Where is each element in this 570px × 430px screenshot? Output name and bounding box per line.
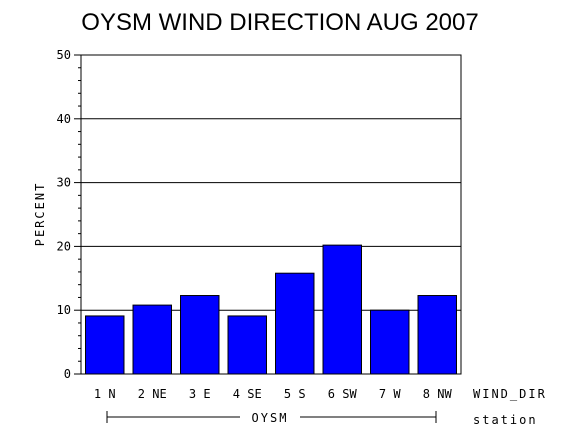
x-tick-label: 7 W <box>379 387 401 401</box>
y-axis-label: PERCENT <box>33 182 47 247</box>
bars <box>85 244 457 375</box>
x-axis-label: WIND_DIR <box>473 387 547 401</box>
x-tick-label: 3 E <box>189 387 211 401</box>
x-axis: 1 N 2 NE 3 E 4 SE 5 S 6 SW 7 W 8 NW <box>94 387 453 401</box>
x-tick-label: 1 N <box>94 387 116 401</box>
bar <box>275 272 315 375</box>
bar <box>322 244 362 375</box>
bar <box>180 295 220 375</box>
group-bracket <box>106 411 437 423</box>
x-tick-label: 5 S <box>284 387 306 401</box>
x-tick-label: 6 SW <box>328 387 358 401</box>
y-tick-label: 50 <box>57 48 71 62</box>
bar <box>132 304 172 375</box>
y-tick-label: 40 <box>57 112 71 126</box>
plot-frame <box>80 54 462 375</box>
y-tick-label: 20 <box>57 239 71 253</box>
chart-title: OYSM WIND DIRECTION AUG 2007 <box>81 9 478 36</box>
group-axis-label: station <box>473 413 538 427</box>
x-tick-label: 2 NE <box>138 387 167 401</box>
gridlines <box>81 54 461 311</box>
bar <box>85 315 125 375</box>
bar <box>370 309 410 375</box>
y-tick-label: 0 <box>64 367 71 381</box>
bar <box>227 315 267 375</box>
x-tick-label: 8 NW <box>423 387 453 401</box>
y-tick-label: 10 <box>57 303 71 317</box>
x-tick-label: 4 SE <box>233 387 262 401</box>
y-axis: 0 10 20 30 40 50 <box>57 48 462 381</box>
group-label: OYSM <box>252 411 289 425</box>
y-tick-label: 30 <box>57 176 71 190</box>
bar <box>417 295 457 375</box>
